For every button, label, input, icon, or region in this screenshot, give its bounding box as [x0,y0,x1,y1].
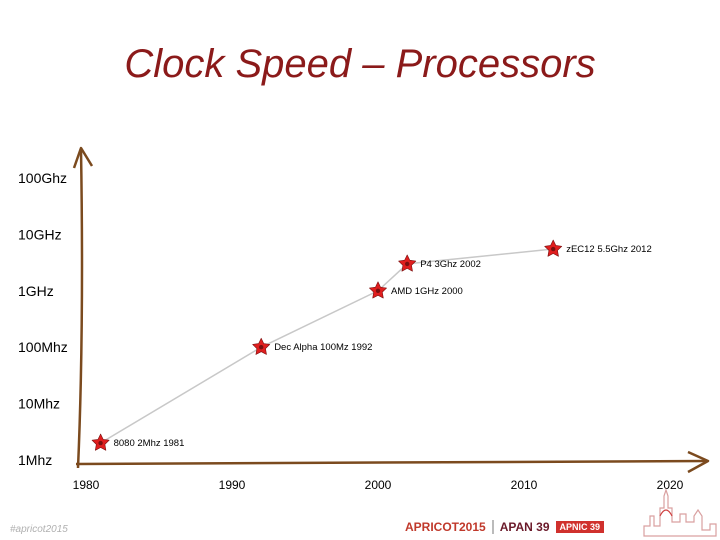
y-tick-label: 1Mhz [18,452,52,468]
data-point-label: P4 3Ghz 2002 [420,259,481,270]
chart-title: Clock Speed – Processors [124,42,596,86]
data-point-label: Dec Alpha 100Mz 1992 [274,342,372,353]
y-tick-label: 10GHz [18,226,62,242]
series-points: 8080 2Mhz 1981 Dec Alpha 100Mz 1992 AMD 1G… [91,239,652,451]
y-axis-arrow [72,146,94,169]
apricot-logo: APRICOT2015 [405,520,486,534]
footer-hashtag: #apricot2015 [10,524,68,535]
y-tick-label: 100Ghz [18,170,67,186]
logo-divider [491,520,494,534]
data-point-center [259,345,264,350]
y-axis-line [76,149,84,469]
y-tick-label: 100Mhz [18,339,68,355]
x-tick-labels: 1980 1990 2000 2010 2020 [73,478,684,492]
x-tick-label: 2010 [511,478,538,492]
data-point-label: zEC12 5.5Ghz 2012 [566,244,652,255]
data-point-label: AMD 1GHz 2000 [391,286,463,297]
x-tick-label: 2000 [365,478,392,492]
y-tick-label: 1GHz [18,283,54,299]
skyline-icon [643,488,717,537]
y-tick-label: 10Mhz [18,396,60,412]
footer: #apricot2015 APRICOT2015 APAN 39 APNIC 3… [0,512,720,540]
data-point-center [551,246,556,252]
x-axis-arrow [687,450,710,474]
footer-logos: APRICOT2015 APAN 39 APNIC 39 [405,520,605,534]
chart-axes [72,146,710,474]
data-point-center [375,288,381,293]
y-tick-labels: 100Ghz 10GHz 1GHz 100Mhz 10Mhz 1Mhz [18,170,68,468]
data-point-center [98,440,103,446]
x-axis-line [75,459,707,466]
data-point-label: 8080 2Mhz 1981 [114,438,185,449]
x-tick-label: 1980 [73,478,100,492]
data-point-center [405,261,410,267]
apnic-logo: APNIC 39 [555,521,605,533]
apan-logo: APAN 39 [499,520,550,534]
x-tick-label: 2020 [657,478,684,492]
x-tick-label: 1990 [219,478,246,492]
